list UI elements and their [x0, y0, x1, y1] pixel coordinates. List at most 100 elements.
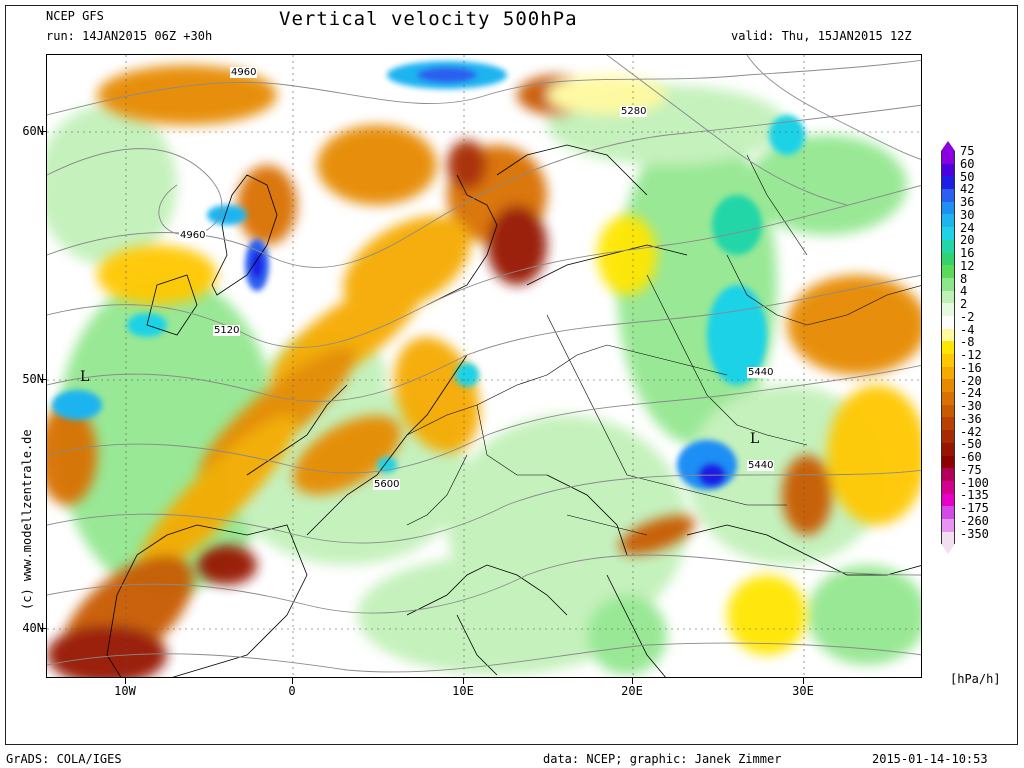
contour-label: 5120: [213, 325, 241, 336]
legend-label: 36: [960, 195, 975, 209]
legend-label: -100: [960, 475, 989, 490]
legend-label: -2: [960, 309, 975, 324]
model-name: NCEP GFS: [46, 9, 104, 23]
legend-label: -50: [960, 437, 982, 452]
legend-max-arrow: [941, 141, 955, 151]
lat-tick: [40, 379, 46, 380]
legend-swatch: [941, 531, 955, 545]
legend-swatch: [941, 303, 955, 316]
legend-swatch: [941, 468, 955, 481]
map-panel[interactable]: 4960 4960 5280 5120 5440 5440 5600 L L: [46, 54, 922, 678]
legend-swatch: [941, 417, 955, 431]
legend-label: 12: [960, 258, 975, 273]
lon-tick: [125, 678, 126, 684]
legend-swatch: [941, 455, 955, 469]
legend-label: -24: [960, 386, 982, 401]
legend-swatch: [941, 392, 955, 405]
legend-label: 42: [960, 182, 975, 197]
lat-tick: [40, 131, 46, 132]
legend-swatch: [941, 176, 955, 190]
legend-swatch: [941, 430, 955, 443]
lon-label: 0: [288, 684, 296, 698]
contour-label: 5440: [747, 460, 775, 471]
lon-tick: [463, 678, 464, 684]
legend-label: 60: [960, 156, 975, 171]
legend-swatch: [941, 354, 955, 367]
legend-swatch: [941, 379, 955, 393]
legend-label: -260: [960, 513, 989, 528]
legend-swatches: [941, 151, 955, 545]
legend-label: -75: [960, 462, 982, 477]
contour-label: 5280: [620, 106, 648, 117]
contour-label: 5600: [373, 479, 401, 490]
contour-label: 5440: [747, 367, 775, 378]
legend-swatch: [941, 404, 955, 418]
footer-data-credit: data: NCEP; graphic: Janek Zimmer: [543, 752, 782, 766]
legend-label: -8: [960, 335, 975, 350]
legend-label: 20: [960, 233, 975, 248]
lon-label: 30E: [792, 684, 814, 698]
low-pressure-marker: L: [80, 369, 90, 385]
lat-tick: [40, 628, 46, 629]
legend-label: 16: [960, 246, 975, 260]
legend-label: 50: [960, 169, 975, 184]
legend-label: -60: [960, 450, 982, 464]
lat-label: 40N: [22, 621, 44, 635]
legend-swatch: [941, 151, 955, 164]
legend-label: 24: [960, 220, 975, 235]
legend-swatch: [941, 163, 955, 177]
legend-label: 2: [960, 297, 968, 311]
website-credit: (c) www.modellzentrale.de: [20, 429, 34, 610]
legend-swatch: [941, 480, 955, 494]
legend-swatch: [941, 227, 955, 240]
legend-unit: [hPa/h]: [950, 672, 1001, 686]
lon-label: 10W: [114, 684, 136, 698]
legend-swatch: [941, 366, 955, 380]
legend-swatch: [941, 252, 955, 266]
legend-label: -36: [960, 411, 982, 426]
legend-label: -175: [960, 501, 989, 515]
legend-swatch: [941, 201, 955, 215]
legend-swatch: [941, 214, 955, 228]
footer-timestamp: 2015-01-14-10:53: [872, 752, 988, 766]
legend-swatch: [941, 518, 955, 532]
lon-tick: [803, 678, 804, 684]
lat-label: 50N: [22, 372, 44, 386]
legend-label: -16: [960, 360, 982, 375]
legend-label: -135: [960, 488, 989, 503]
run-info: run: 14JAN2015 06Z +30h: [46, 29, 213, 43]
contour-label: 4960: [179, 230, 207, 241]
footer-software: GrADS: COLA/IGES: [6, 752, 122, 766]
legend-label: 30: [960, 207, 975, 222]
legend-label: 8: [960, 271, 968, 286]
legend-swatch: [941, 341, 955, 354]
legend-min-arrow: [941, 544, 955, 555]
legend-label: -4: [960, 322, 975, 337]
low-pressure-marker: L: [750, 431, 760, 447]
legend-swatch: [941, 265, 955, 278]
legend-label: -42: [960, 424, 982, 439]
chart-title: Vertical velocity 500hPa: [279, 8, 578, 30]
lon-tick: [632, 678, 633, 684]
legend-label: -12: [960, 348, 982, 362]
valid-time: valid: Thu, 15JAN2015 12Z: [731, 29, 912, 43]
legend-swatch: [941, 277, 955, 291]
lon-tick: [292, 678, 293, 684]
legend-swatch: [941, 506, 955, 519]
contour-label: 4960: [230, 67, 258, 78]
legend-label: -350: [960, 526, 989, 541]
legend-swatch: [941, 315, 955, 329]
lon-label: 10E: [452, 684, 474, 698]
legend-swatch: [941, 493, 955, 507]
plot-frame: [5, 5, 1018, 745]
legend-label: -20: [960, 373, 982, 388]
legend-label: -30: [960, 399, 982, 413]
legend-label: 75: [960, 144, 975, 158]
legend-swatch: [941, 442, 955, 456]
lon-label: 20E: [621, 684, 643, 698]
legend-swatch: [941, 239, 955, 253]
legend-swatch: [941, 328, 955, 342]
legend-label: 4: [960, 284, 968, 299]
legend-swatch: [941, 290, 955, 304]
legend-swatch: [941, 189, 955, 202]
